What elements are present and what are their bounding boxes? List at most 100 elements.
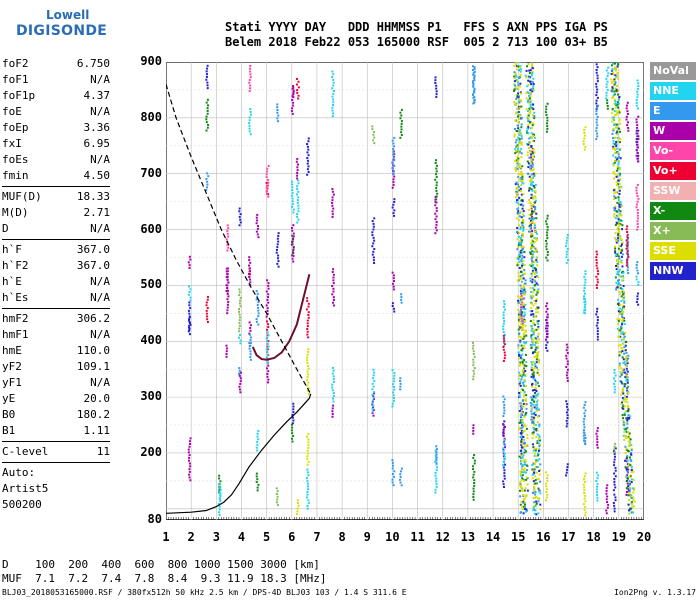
echo-dot bbox=[615, 288, 618, 291]
x-tick-label: 1 bbox=[162, 530, 170, 544]
echo-dot bbox=[248, 90, 251, 93]
echo-dot bbox=[518, 260, 521, 263]
echo-dot bbox=[617, 166, 620, 169]
echo-dot bbox=[504, 354, 507, 357]
param-label: M(D) bbox=[2, 206, 29, 219]
echo-dot bbox=[626, 426, 629, 429]
echo-dot bbox=[532, 266, 535, 269]
echo-dot bbox=[290, 243, 293, 246]
echo-dot bbox=[596, 135, 599, 138]
echo-dot bbox=[621, 249, 624, 252]
echo-dot bbox=[545, 496, 548, 499]
echo-dot bbox=[523, 479, 526, 482]
echo-dot bbox=[546, 125, 549, 128]
echo-dot bbox=[614, 160, 617, 163]
echo-dot bbox=[537, 288, 540, 291]
echo-dot bbox=[503, 469, 506, 472]
echo-dot bbox=[619, 367, 622, 370]
echo-dot bbox=[520, 443, 523, 446]
echo-dot bbox=[502, 325, 505, 328]
echo-dot bbox=[472, 369, 475, 372]
echo-dot bbox=[227, 295, 230, 298]
echo-dot bbox=[620, 205, 623, 208]
echo-dot bbox=[617, 106, 620, 109]
echo-dot bbox=[372, 225, 375, 228]
echo-dot bbox=[521, 442, 524, 445]
echo-dot bbox=[566, 414, 569, 417]
echo-dot bbox=[520, 313, 523, 316]
echo-dot bbox=[536, 382, 539, 385]
echo-dot bbox=[522, 193, 525, 196]
param-row: foE N/A bbox=[2, 104, 110, 120]
echo-dot bbox=[521, 347, 524, 350]
echo-dot bbox=[613, 445, 616, 448]
echo-dot bbox=[527, 166, 530, 169]
echo-dot bbox=[613, 147, 616, 150]
echo-dot bbox=[529, 127, 532, 130]
echo-dot bbox=[525, 76, 528, 79]
echo-dot bbox=[525, 476, 528, 479]
echo-dot bbox=[620, 380, 623, 383]
echo-dot bbox=[473, 76, 476, 79]
echo-dot bbox=[472, 476, 475, 479]
echo-dot bbox=[188, 291, 191, 294]
echo-dot bbox=[537, 497, 540, 500]
echo-dot bbox=[520, 344, 523, 347]
echo-dot bbox=[519, 395, 522, 398]
echo-dot bbox=[265, 192, 268, 195]
echo-dot bbox=[529, 164, 532, 167]
echo-dot bbox=[532, 375, 535, 378]
echo-dot bbox=[435, 452, 438, 455]
echo-dot bbox=[529, 183, 532, 186]
echo-dot bbox=[266, 353, 269, 356]
echo-dot bbox=[618, 365, 621, 368]
echo-dot bbox=[521, 468, 524, 471]
echo-dot bbox=[530, 329, 533, 332]
echo-dot bbox=[617, 179, 620, 182]
echo-dot bbox=[531, 152, 534, 155]
echo-dot bbox=[291, 440, 294, 443]
param-label: hmE bbox=[2, 344, 22, 357]
echo-dot bbox=[632, 511, 635, 514]
echo-dot bbox=[266, 331, 269, 334]
echo-dot bbox=[520, 292, 523, 295]
echo-dot bbox=[530, 272, 533, 275]
echo-dot bbox=[503, 351, 506, 354]
echo-dot bbox=[624, 459, 627, 462]
echo-dot bbox=[614, 466, 617, 469]
echo-dot bbox=[583, 403, 586, 406]
echo-dot bbox=[519, 335, 522, 338]
echo-dot bbox=[583, 129, 586, 132]
echo-dot bbox=[525, 494, 528, 497]
echo-dot bbox=[291, 183, 294, 186]
echo-dot bbox=[606, 99, 609, 102]
echo-dot bbox=[520, 216, 523, 219]
echo-dot bbox=[532, 315, 535, 318]
echo-dot bbox=[532, 135, 535, 138]
echo-dot bbox=[523, 459, 526, 462]
echo-dot bbox=[632, 478, 635, 481]
echo-dot bbox=[530, 404, 533, 407]
echo-dot bbox=[615, 110, 618, 113]
echo-dot bbox=[612, 79, 615, 82]
echo-dot bbox=[521, 179, 524, 182]
echo-dot bbox=[637, 82, 640, 85]
echo-dot bbox=[255, 480, 258, 483]
echo-dot bbox=[565, 343, 568, 346]
echo-dot bbox=[584, 409, 587, 412]
echo-dot bbox=[435, 90, 438, 93]
echo-dot bbox=[596, 278, 599, 281]
echo-dot bbox=[529, 180, 532, 183]
echo-dot bbox=[636, 214, 639, 217]
echo-dot bbox=[615, 214, 618, 217]
echo-dot bbox=[265, 187, 268, 190]
echo-dot bbox=[519, 68, 522, 71]
echo-dot bbox=[530, 74, 533, 77]
echo-dot bbox=[515, 217, 518, 220]
echo-dot bbox=[265, 367, 268, 370]
echo-dot bbox=[613, 464, 616, 467]
echo-dot bbox=[521, 425, 524, 428]
echo-dot bbox=[615, 181, 618, 184]
echo-dot bbox=[516, 212, 519, 215]
echo-dot bbox=[533, 224, 536, 227]
